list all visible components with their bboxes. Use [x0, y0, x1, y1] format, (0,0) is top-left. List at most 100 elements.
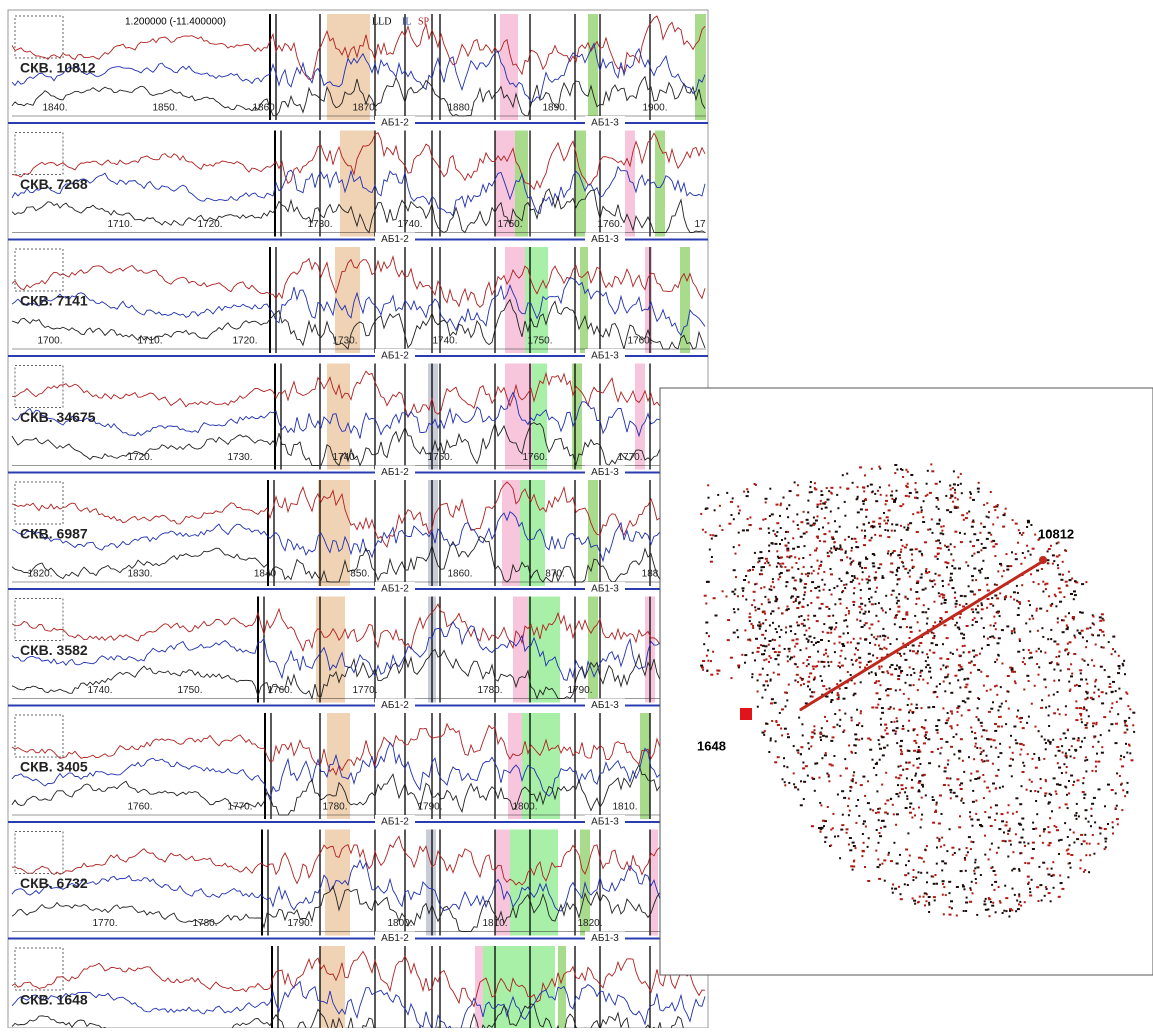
map-point	[1017, 601, 1021, 604]
map-point	[1073, 653, 1077, 655]
map-point	[954, 488, 956, 491]
map-point	[912, 869, 915, 871]
map-point	[841, 474, 844, 477]
map-point	[702, 660, 706, 662]
map-point	[965, 901, 969, 904]
map-point	[1079, 672, 1082, 675]
map-point	[967, 585, 970, 588]
map-point	[948, 892, 951, 895]
map-point	[744, 629, 747, 632]
map-point	[1086, 640, 1088, 643]
map-point	[1055, 605, 1058, 608]
map-point	[937, 719, 941, 722]
map-point	[1076, 838, 1080, 841]
map-point	[875, 680, 878, 683]
map-point	[1067, 570, 1070, 573]
map-point	[937, 592, 940, 595]
map-point	[706, 669, 709, 672]
map-point	[801, 679, 804, 681]
map-point	[838, 687, 841, 690]
map-point	[972, 789, 975, 792]
map-point	[777, 673, 781, 676]
map-point	[985, 754, 988, 757]
map-point	[894, 668, 898, 671]
map-point	[960, 799, 963, 802]
map-point	[926, 493, 929, 496]
map-point	[796, 494, 800, 497]
map-point	[980, 725, 983, 728]
map-point	[864, 638, 868, 641]
map-point	[869, 642, 871, 644]
map-point	[1067, 876, 1070, 879]
map-point	[998, 705, 1002, 708]
map-point	[1071, 577, 1074, 580]
map-point	[908, 569, 911, 572]
map-point	[852, 592, 855, 595]
map-point	[1006, 675, 1010, 677]
map-point	[986, 598, 990, 600]
map-point	[1047, 739, 1050, 742]
map-point	[1051, 562, 1054, 565]
map-point	[1025, 788, 1028, 791]
depth-label: 1800.	[387, 918, 412, 929]
map-point	[988, 915, 991, 918]
map-point	[1005, 910, 1008, 913]
map-point	[853, 771, 856, 774]
map-point	[964, 701, 967, 704]
map-point	[959, 686, 962, 689]
map-point	[877, 841, 880, 844]
map-point	[921, 611, 925, 614]
map-point	[901, 727, 905, 730]
map-point	[796, 624, 800, 627]
map-point	[824, 836, 828, 839]
map-point	[949, 788, 953, 791]
map-point	[902, 503, 905, 506]
map-point	[888, 484, 891, 487]
map-point	[920, 509, 923, 512]
map-point	[1100, 751, 1104, 754]
map-point	[817, 572, 820, 575]
map-point	[886, 799, 890, 802]
map-point	[1126, 791, 1129, 794]
map-point	[801, 734, 804, 737]
map-point	[1047, 562, 1050, 565]
map-point	[881, 783, 884, 786]
map-point	[1015, 584, 1018, 587]
map-point	[852, 637, 855, 640]
map-point	[944, 676, 948, 679]
map-point	[829, 845, 831, 847]
map-point	[1029, 894, 1033, 897]
map-point	[997, 725, 1000, 728]
map-point	[856, 708, 859, 711]
map-point	[973, 567, 977, 570]
map-point	[802, 532, 806, 535]
map-point	[1038, 538, 1041, 541]
map-point	[955, 621, 958, 624]
map-point	[804, 573, 807, 576]
shaded-interval	[695, 14, 706, 120]
map-point	[1084, 756, 1087, 759]
map-point	[896, 742, 899, 745]
map-point	[1124, 721, 1127, 724]
map-point	[796, 595, 800, 598]
map-point	[802, 557, 805, 559]
track-icon	[14, 365, 64, 408]
map-point	[1110, 653, 1113, 656]
map-point	[869, 808, 872, 811]
map-point	[800, 746, 804, 749]
map-point	[949, 797, 952, 800]
map-point	[958, 567, 961, 570]
map-point	[987, 858, 990, 861]
map-point	[859, 597, 862, 600]
map-point	[731, 590, 735, 593]
map-point	[759, 527, 762, 530]
map-point	[975, 579, 978, 582]
map-point	[1038, 756, 1040, 759]
map-point	[928, 762, 932, 765]
map-point	[856, 511, 860, 514]
map-point	[1004, 824, 1008, 827]
map-point	[915, 652, 919, 655]
map-point	[801, 723, 804, 726]
map-point	[859, 508, 863, 511]
